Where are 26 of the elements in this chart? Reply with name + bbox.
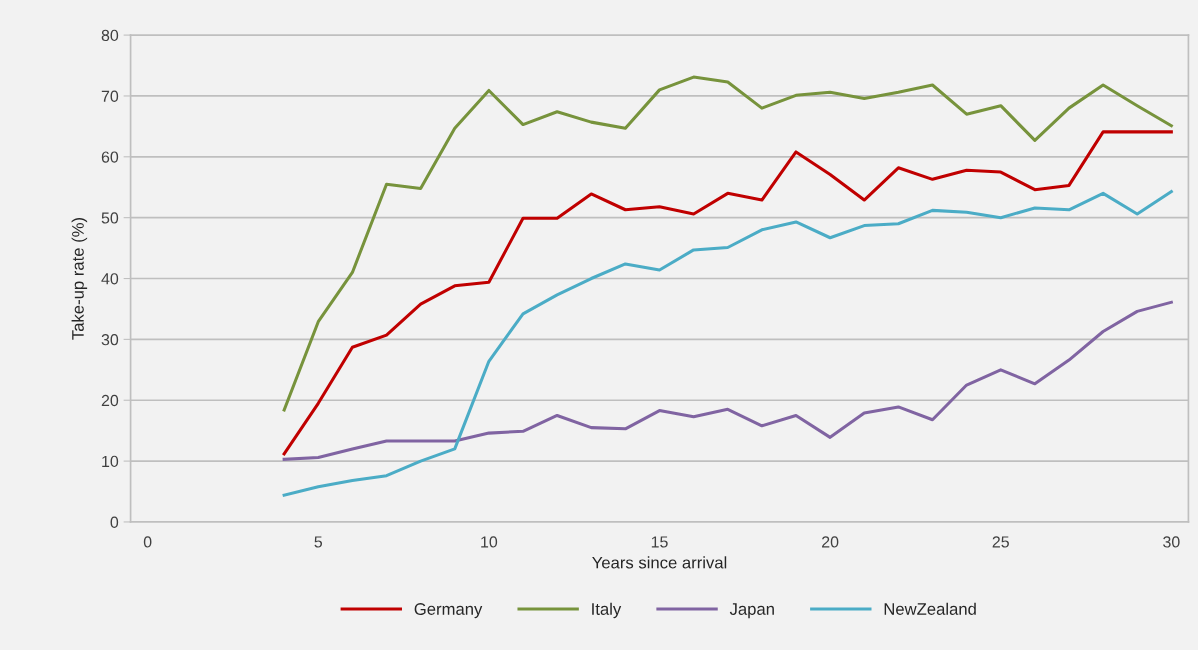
legend-label: Japan [729,603,774,619]
y-tick-label: 70 [101,90,119,102]
y-tick-label: 80 [101,29,119,42]
line-series [282,130,1173,456]
line-series [282,189,1173,497]
legend-label: Germany [414,603,483,619]
y-tick-label: 20 [101,394,119,407]
y-tick-label: 40 [101,273,119,285]
x-tick-label: 20 [822,536,839,548]
x-tick-label: 25 [992,536,1009,548]
legend-label: Italy [592,602,622,619]
y-tick-label: 30 [101,334,119,346]
y-axis-title: Take-up rate (%) [71,217,88,340]
x-tick-label: 0 [143,536,152,548]
line-series [282,75,1173,412]
y-tick-label: 10 [102,455,119,468]
y-tick-label: 0 [110,516,119,528]
x-tick-label: 10 [481,536,498,548]
x-tick-label: 15 [651,536,668,548]
y-tick-label: 60 [101,151,119,163]
legend-label: NewZealand [884,602,976,615]
line-series [282,300,1173,461]
x-tick-label: 30 [1163,536,1180,548]
x-axis-title: Years since arrival [592,556,727,569]
y-tick-label: 50 [101,212,119,224]
x-tick-label: 5 [314,536,323,548]
